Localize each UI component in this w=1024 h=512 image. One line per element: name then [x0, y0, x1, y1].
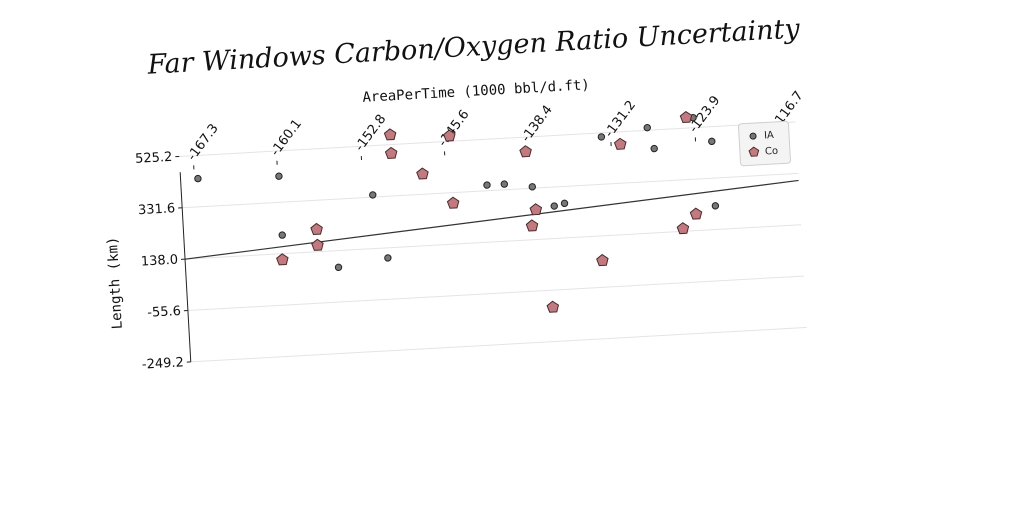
x-tick-label: -167.3: [185, 121, 222, 164]
grid-line: [182, 172, 799, 209]
co-point: [689, 207, 703, 220]
co-point: [596, 253, 609, 267]
co-point: [384, 146, 398, 159]
grid-line: [190, 326, 807, 363]
ia-point: [597, 133, 606, 141]
series-layer: [184, 110, 799, 313]
x-tick-label: -131.2: [602, 98, 639, 141]
ia-point: [500, 180, 509, 188]
grid-line: [179, 121, 796, 157]
plot-area: -167.3 -160.1 -152.8 -145.6 -138.4 -131.2 -123…: [105, 13, 807, 373]
y-axis-ticks: 525.2 331.6 138.0 -55.6 -249.2: [135, 150, 191, 373]
y-tick-label: 138.0: [140, 253, 178, 270]
legend-co-label: Co: [765, 146, 779, 158]
x-tick-label: -160.1: [268, 117, 305, 160]
co-point: [546, 300, 560, 313]
co-point: [529, 203, 543, 216]
co-point: [446, 196, 460, 209]
x-tick-label: -145.6: [435, 107, 472, 150]
ia-point: [334, 263, 343, 272]
x-tick-label: -138.4: [519, 103, 556, 146]
ia-point: [278, 231, 286, 239]
y-axis: [179, 172, 192, 362]
co-point: [613, 137, 627, 150]
ia-point: [528, 183, 536, 191]
legend-ia-label: IA: [764, 130, 775, 142]
co-point: [519, 145, 532, 158]
co-point: [311, 238, 324, 251]
chart-title: Far Windows Carbon/Oxygen Ratio Uncertai…: [146, 13, 801, 81]
y-tick-label: -55.6: [147, 304, 181, 321]
x-axis-ticks: -167.3 -160.1 -152.8 -145.6 -138.4 -131.2 -123…: [185, 89, 807, 170]
grid-line: [187, 275, 804, 312]
legend: IA Co: [738, 120, 791, 167]
co-point: [676, 222, 690, 235]
ia-point: [275, 172, 283, 180]
y-tick-label: 525.2: [135, 150, 173, 167]
ia-point: [708, 137, 716, 146]
co-point: [383, 128, 397, 141]
y-tick-label: -249.2: [142, 355, 185, 372]
legend-box: [738, 120, 791, 167]
ia-point: [711, 202, 720, 210]
x-tick-label: -152.8: [352, 112, 389, 155]
co-point: [679, 110, 693, 124]
grid: [179, 121, 807, 363]
y-axis-label: Length (km): [105, 236, 126, 329]
fit-line: [184, 179, 799, 260]
co-point: [416, 167, 429, 180]
ia-point: [550, 202, 558, 210]
ia-point: [369, 191, 377, 199]
legend-ia-marker: [749, 132, 757, 140]
legend-co-marker: [748, 146, 760, 157]
x-axis-label: AreaPerTime (1000 bbl/d.ft): [362, 77, 590, 106]
ia-point: [643, 123, 651, 132]
ia-point: [560, 199, 569, 208]
ia-point: [194, 174, 202, 183]
co-point: [310, 222, 323, 236]
y-tick-label: 331.6: [138, 201, 176, 218]
co-point: [443, 129, 456, 142]
grid-line: [185, 224, 802, 260]
ia-point: [650, 144, 658, 153]
ia-point: [384, 254, 392, 262]
co-point: [525, 219, 539, 232]
co-point: [276, 253, 289, 266]
ia-point: [483, 181, 491, 189]
